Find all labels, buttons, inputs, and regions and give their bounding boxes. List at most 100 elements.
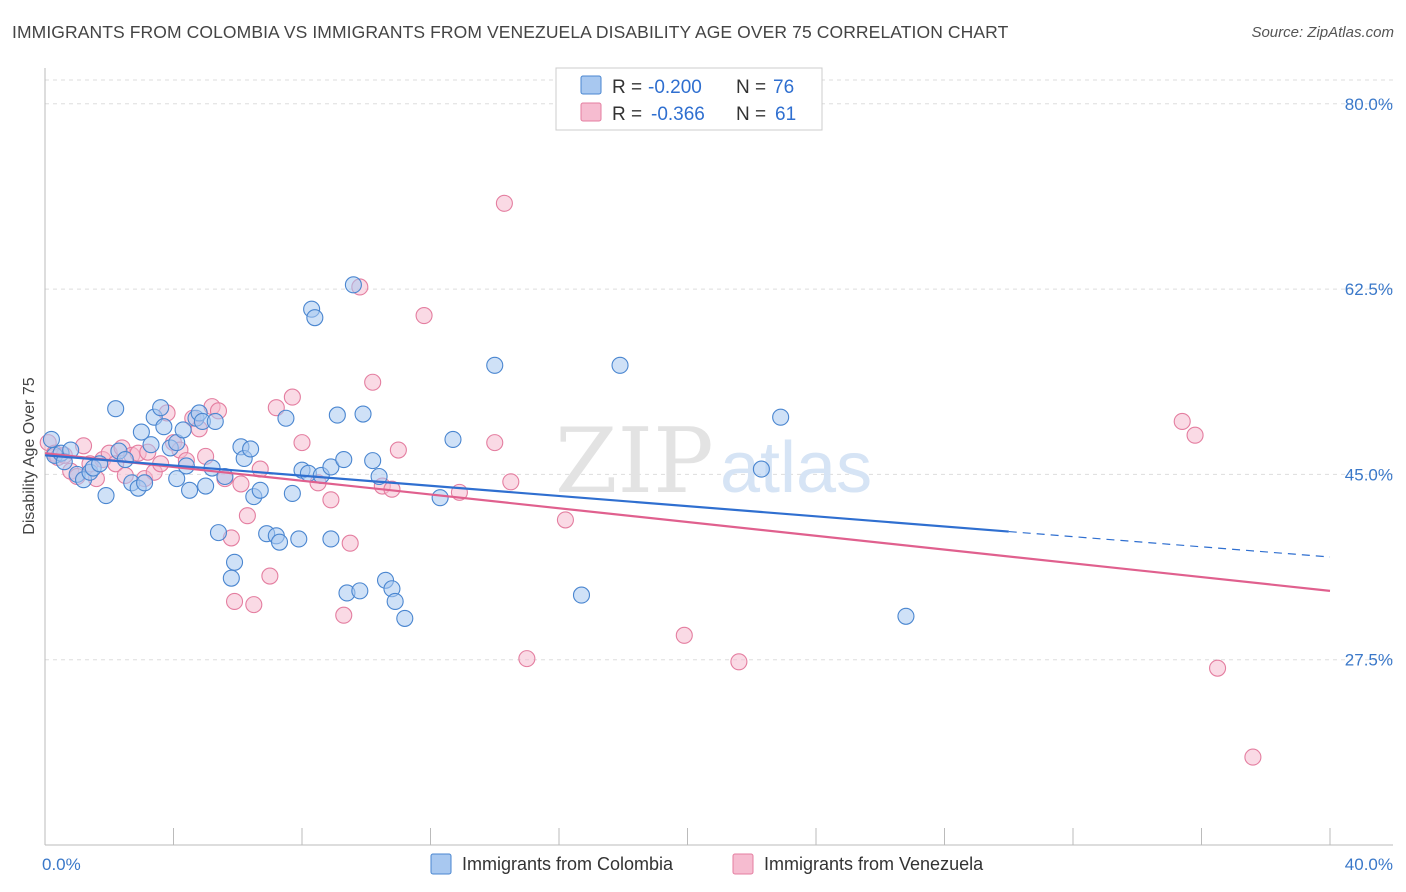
colombia-point-67 (444, 430, 462, 448)
venezuela-point-45 (364, 373, 382, 391)
colombia-point-53 (322, 458, 340, 476)
colombia-point-71 (752, 460, 770, 478)
venezuela-point-49 (415, 306, 433, 325)
bottom-legend: Immigrants from Colombia Immigrants from… (430, 853, 984, 875)
colombia-point-38 (242, 440, 260, 458)
venezuela-trend-line (44, 452, 1331, 592)
venezuela-point-39 (293, 434, 311, 452)
bottom-legend-swatch-venezuela (732, 853, 754, 875)
colombia-point-0 (42, 430, 60, 448)
colombia-point-59 (354, 405, 372, 423)
legend-n-label-colombia: N = (736, 77, 766, 98)
colombia-point-73 (897, 607, 915, 625)
colombia-point-16 (136, 474, 154, 492)
grid-lines (45, 79, 1393, 661)
colombia-point-32 (209, 524, 228, 542)
colombia-point-35 (225, 553, 244, 571)
chart-title: IMMIGRANTS FROM COLOMBIA VS IMMIGRANTS F… (12, 22, 1009, 42)
venezuela-point-59 (1186, 426, 1204, 444)
x-tick-label-1: 40.0% (1345, 855, 1393, 874)
colombia-point-34 (222, 569, 240, 587)
axes (44, 68, 1393, 846)
venezuela-point-54 (518, 650, 536, 668)
venezuela-point-58 (1173, 412, 1191, 430)
legend-n-value-venezuela: 61 (775, 104, 796, 125)
venezuela-point-32 (232, 475, 250, 493)
venezuela-point-41 (322, 491, 340, 509)
colombia-point-25 (181, 481, 199, 499)
venezuela-point-57 (730, 653, 748, 671)
colombia-point-66 (431, 489, 449, 507)
y-tick-labels: 27.5% 45.0% 62.5% 80.0% (1345, 95, 1393, 670)
colombia-point-23 (174, 421, 192, 439)
colombia-point-44 (277, 409, 295, 427)
legend-r-value-venezuela: -0.366 (651, 104, 705, 125)
colombia-point-65 (396, 609, 414, 627)
venezuela-point-48 (389, 441, 407, 459)
colombia-points (42, 276, 915, 627)
venezuela-point-34 (245, 596, 263, 614)
colombia-point-29 (197, 477, 215, 495)
colombia-point-64 (386, 592, 404, 611)
legend-r-value-colombia: -0.200 (648, 77, 702, 98)
colombia-point-58 (351, 582, 369, 600)
colombia-point-43 (270, 533, 289, 551)
colombia-point-55 (335, 451, 353, 469)
venezuela-point-56 (675, 626, 693, 644)
colombia-point-10 (97, 487, 115, 505)
colombia-point-11 (107, 400, 125, 418)
venezuela-point-38 (283, 388, 301, 406)
y-axis-label: Disability Age Over 75 (21, 377, 38, 535)
venezuela-point-33 (238, 507, 256, 525)
colombia-point-46 (290, 530, 308, 548)
colombia-trend-line (44, 454, 1009, 533)
colombia-trend-extension (1008, 530, 1331, 558)
x-tick-label-0: 0.0% (42, 855, 81, 874)
venezuela-point-31 (225, 592, 244, 611)
bottom-legend-swatch-colombia (430, 853, 452, 875)
venezuela-point-55 (556, 511, 574, 529)
venezuela-point-37 (267, 399, 285, 417)
colombia-point-68 (486, 356, 504, 374)
watermark-zip: ZIP (555, 409, 714, 514)
colombia-point-20 (155, 418, 173, 436)
y-tick-label-2: 62.5% (1345, 280, 1393, 299)
colombia-point-60 (364, 452, 382, 470)
legend-swatch-colombia (580, 75, 602, 95)
venezuela-point-43 (341, 534, 359, 552)
legend-swatch-venezuela (580, 102, 602, 122)
colombia-point-51 (322, 530, 340, 548)
venezuela-point-60 (1209, 659, 1227, 677)
legend-r-label-colombia: R = (612, 77, 642, 98)
colombia-point-54 (328, 406, 346, 424)
legend-n-label-venezuela: N = (736, 104, 766, 125)
bottom-legend-label-colombia: Immigrants from Colombia (462, 854, 674, 874)
colombia-point-57 (344, 276, 362, 294)
y-tick-label-3: 80.0% (1345, 95, 1393, 114)
colombia-point-74 (168, 470, 186, 488)
colombia-point-17 (142, 436, 160, 454)
legend-r-label-venezuela: R = (612, 104, 642, 125)
colombia-point-50 (306, 309, 324, 327)
colombia-point-72 (772, 408, 790, 426)
colombia-point-13 (116, 451, 134, 469)
bottom-legend-label-venezuela: Immigrants from Venezuela (764, 854, 984, 874)
x-tick-labels: 0.0% 40.0% (42, 855, 1393, 874)
colombia-point-40 (251, 481, 269, 499)
colombia-point-70 (611, 356, 629, 374)
legend: R = -0.200 N = 76 R = -0.366 N = 61 (555, 67, 823, 131)
y-tick-label-1: 45.0% (1345, 465, 1393, 484)
venezuela-point-51 (486, 434, 504, 452)
colombia-point-45 (283, 484, 301, 502)
venezuela-point-42 (335, 606, 353, 624)
colombia-point-75 (132, 423, 150, 441)
watermark-atlas: atlas (720, 428, 872, 508)
legend-n-value-colombia: 76 (773, 77, 794, 98)
venezuela-point-53 (495, 194, 513, 212)
venezuela-point-36 (261, 567, 279, 585)
trend-lines (44, 452, 1331, 592)
source-credit: Source: ZipAtlas.com (1251, 24, 1394, 41)
colombia-point-19 (152, 399, 170, 417)
watermark: ZIP atlas (555, 409, 872, 514)
